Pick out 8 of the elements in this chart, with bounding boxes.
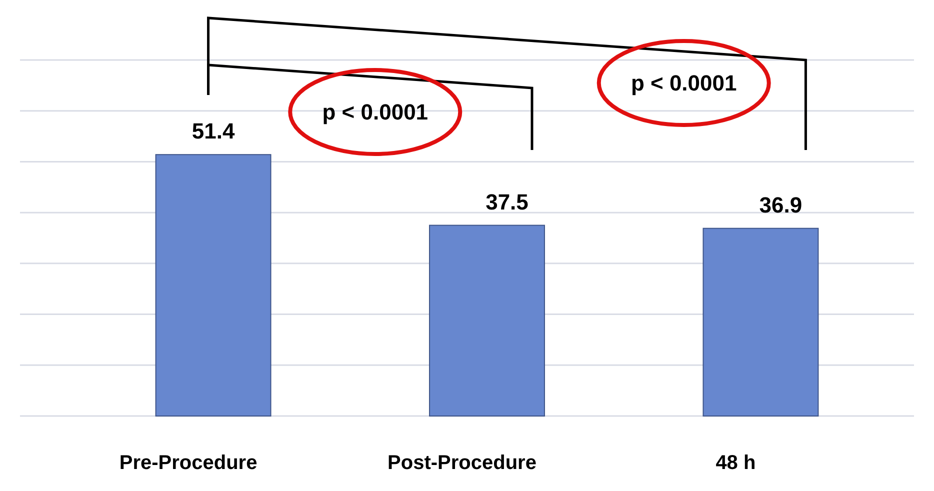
data-label: 51.4 <box>192 118 236 144</box>
x-tick-label: Post-Procedure <box>388 452 536 474</box>
annotation: p < 0.0001 <box>322 100 428 125</box>
x-tick-label: 48 h <box>716 452 756 474</box>
x-tick-label: Pre-Procedure <box>119 452 258 474</box>
data-label: 36.9 <box>759 192 802 218</box>
data-label: 37.5 <box>486 189 528 214</box>
annotation: p < 0.0001 <box>630 70 737 96</box>
